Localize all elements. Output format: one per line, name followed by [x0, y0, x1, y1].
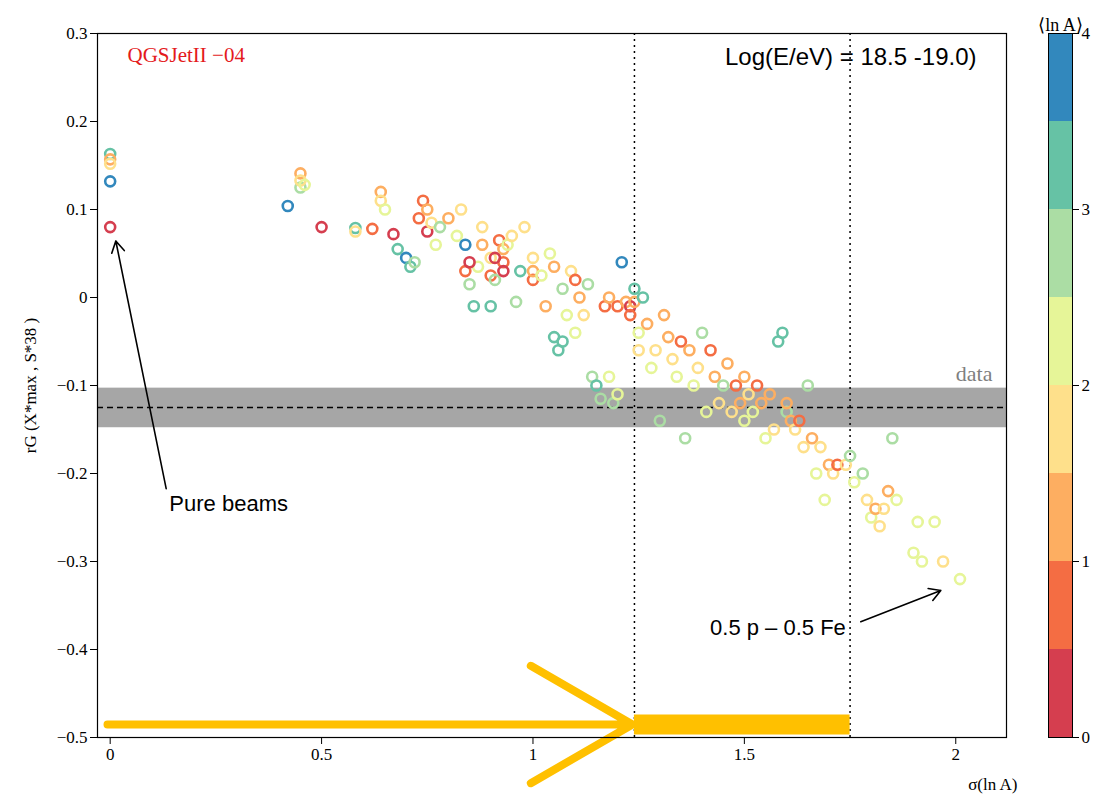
svg-text:1: 1 [529, 745, 538, 764]
svg-text:1.5: 1.5 [734, 745, 755, 764]
svg-text:2: 2 [952, 745, 961, 764]
svg-text:−0.3: −0.3 [57, 552, 88, 571]
svg-text:3: 3 [1082, 200, 1091, 219]
svg-text:rG (X*max , S*38 ): rG (X*max , S*38 ) [21, 318, 40, 454]
svg-text:0.5 p – 0.5 Fe: 0.5 p – 0.5 Fe [710, 615, 846, 640]
svg-text:0: 0 [106, 745, 115, 764]
svg-text:0: 0 [1082, 728, 1091, 747]
svg-text:−0.1: −0.1 [57, 376, 88, 395]
svg-text:0.3: 0.3 [66, 24, 87, 43]
svg-text:−0.4: −0.4 [57, 640, 88, 659]
svg-text:0.5: 0.5 [311, 745, 332, 764]
svg-text:data: data [956, 361, 993, 386]
svg-text:1: 1 [1082, 552, 1091, 571]
svg-text:0.1: 0.1 [66, 200, 87, 219]
svg-text:2: 2 [1082, 376, 1091, 395]
svg-text:−0.5: −0.5 [57, 728, 88, 747]
svg-text:⟨ln A⟩: ⟨ln A⟩ [1038, 15, 1083, 35]
svg-text:Log(E/eV) = 18.5 -19.0): Log(E/eV) = 18.5 -19.0) [725, 43, 976, 70]
svg-text:0: 0 [79, 288, 88, 307]
svg-text:4: 4 [1082, 24, 1091, 43]
svg-text:−0.2: −0.2 [57, 464, 88, 483]
svg-text:σ(ln A): σ(ln A) [968, 775, 1017, 794]
svg-text:QGSJetII −04: QGSJetII −04 [128, 43, 246, 67]
svg-text:0.2: 0.2 [66, 112, 87, 131]
svg-text:Pure beams: Pure beams [169, 491, 288, 516]
